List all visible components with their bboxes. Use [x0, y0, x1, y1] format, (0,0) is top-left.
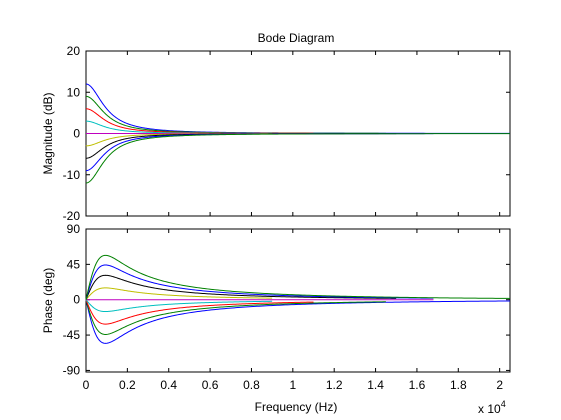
x-tick-label: 0.6 [202, 378, 219, 392]
phase-series-line [85, 264, 434, 300]
phase-ytick-label: 0 [73, 293, 80, 307]
magnitude-ytick-label: 20 [67, 44, 81, 58]
x-axis-label: Frequency (Hz) [255, 400, 338, 414]
magnitude-ytick-label: 0 [73, 127, 80, 141]
phase-x-ticks [85, 229, 501, 372]
phase-ytick-label: 90 [67, 222, 81, 236]
x-tick-label: 1.4 [367, 378, 384, 392]
phase-series-line [85, 254, 511, 300]
x-exponent-base: x 10 [478, 402, 501, 416]
phase-series-group [85, 254, 511, 344]
x-tick-label: 1 [289, 378, 296, 392]
phase-series-line [85, 274, 397, 300]
phase-panel: 90 45 0 -45 -90 Phase (deg) [41, 222, 511, 377]
phase-series-line [85, 299, 314, 325]
chart-title: Bode Diagram [258, 31, 335, 45]
magnitude-y-ticks: 20 10 0 -10 -20 [63, 44, 510, 223]
x-tick-label: 1.2 [326, 378, 343, 392]
x-tick-label: 0.4 [160, 378, 177, 392]
phase-series-line [85, 299, 273, 313]
magnitude-ylabel: Magnitude (dB) [41, 92, 55, 174]
x-tick-labels: 0 0.2 0.4 0.6 0.8 1 1.2 1.4 1.6 1.8 2 [83, 378, 504, 392]
magnitude-x-ticks [85, 51, 501, 216]
phase-y-ticks: 90 45 0 -45 -90 [63, 222, 510, 377]
x-exponent-label: x 104 [478, 399, 506, 416]
phase-ytick-label: -90 [63, 363, 81, 377]
magnitude-panel: 20 10 0 -10 -20 Magnitude (dB) [41, 44, 511, 223]
x-tick-label: 0 [83, 378, 90, 392]
x-tick-label: 2 [496, 378, 503, 392]
phase-series-line [85, 287, 273, 301]
x-tick-label: 0.8 [243, 378, 260, 392]
magnitude-ytick-label: 10 [67, 85, 81, 99]
x-exponent-power: 4 [501, 399, 506, 409]
phase-ytick-label: 45 [67, 257, 81, 271]
magnitude-series-group [85, 83, 510, 184]
x-tick-label: 1.6 [409, 378, 426, 392]
phase-series-line [85, 299, 511, 344]
phase-ylabel: Phase (deg) [41, 268, 55, 333]
magnitude-series-line [86, 133, 510, 184]
phase-axes-box [85, 228, 511, 373]
x-tick-label: 0.2 [119, 378, 136, 392]
magnitude-ytick-label: -20 [63, 209, 81, 223]
phase-ytick-label: -45 [63, 328, 81, 342]
phase-series-line [85, 299, 386, 335]
magnitude-ytick-label: -10 [63, 168, 81, 182]
x-tick-label: 1.8 [450, 378, 467, 392]
